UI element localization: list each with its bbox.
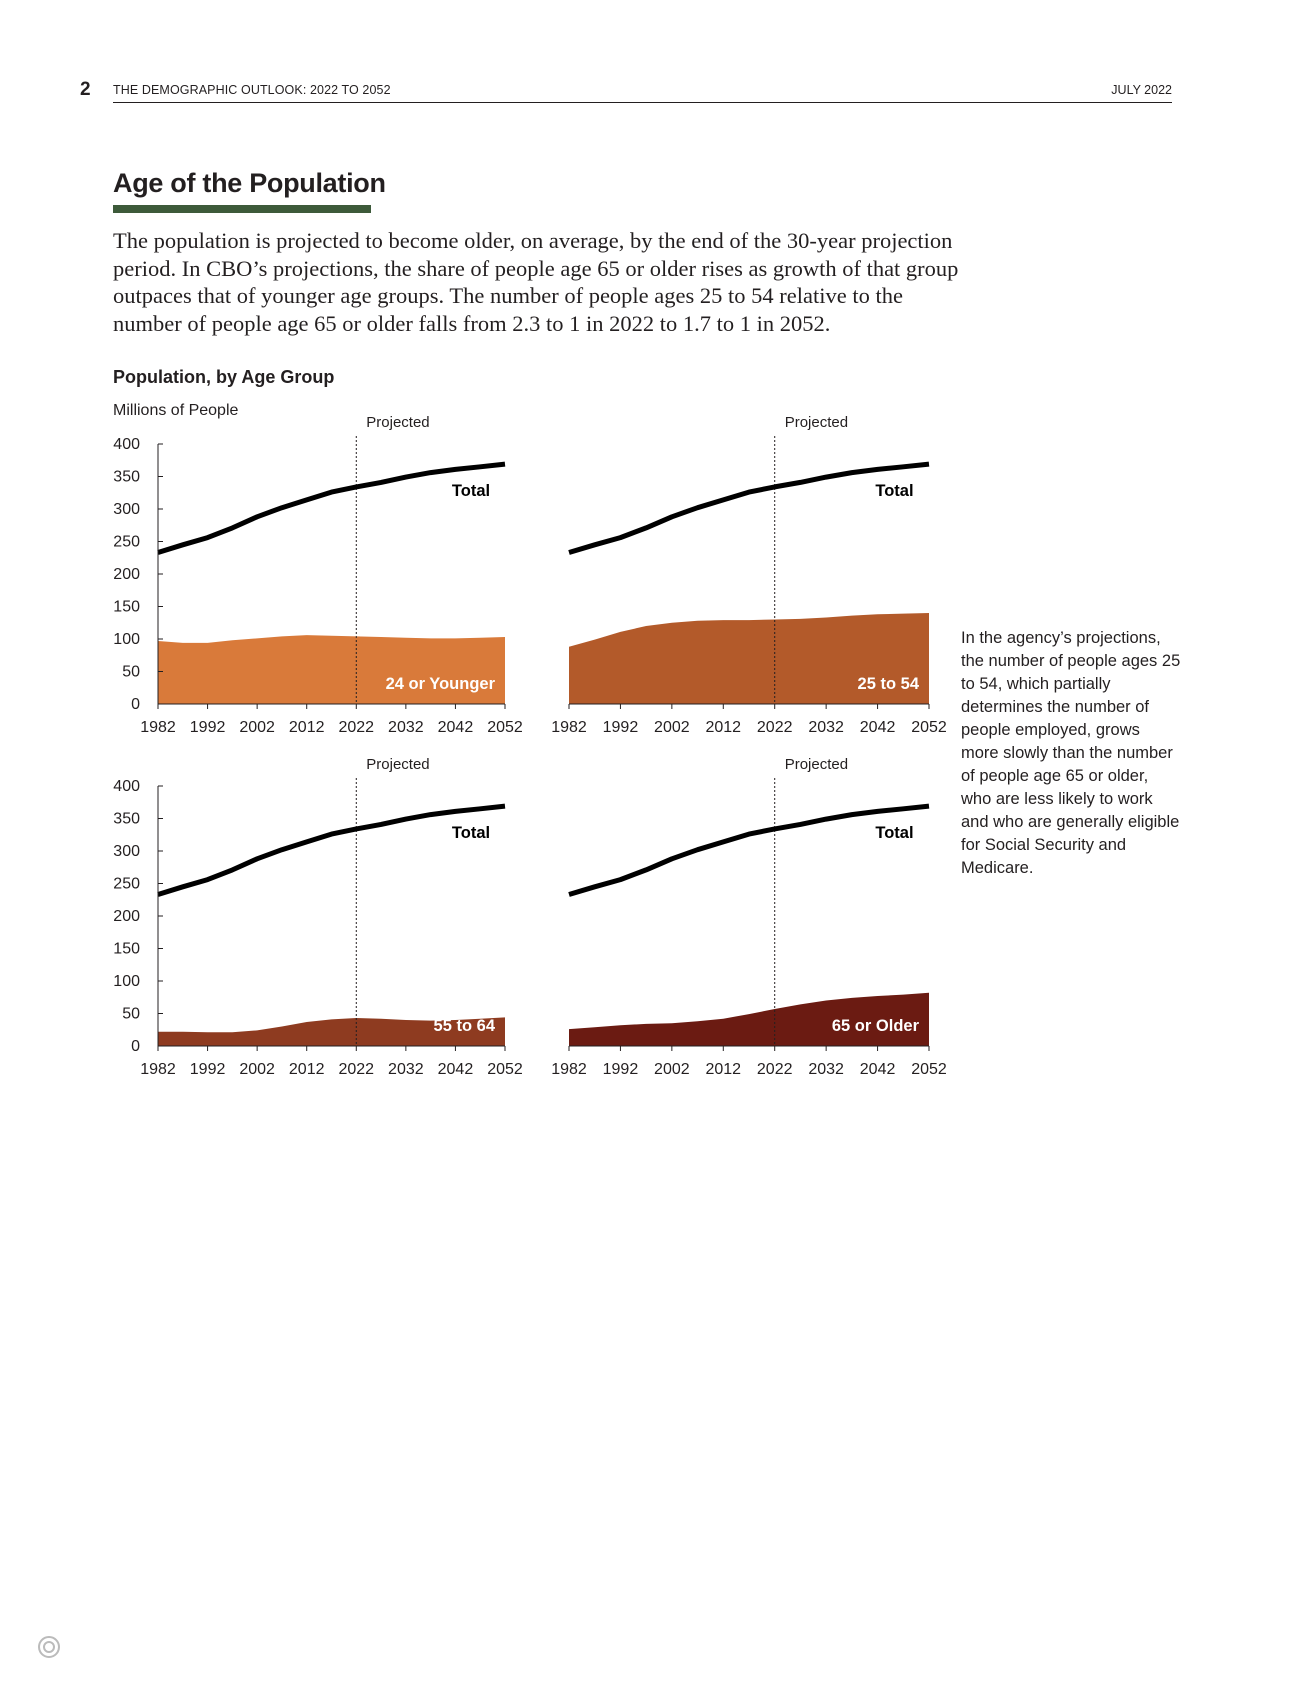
page-number: 2: [80, 79, 91, 100]
x-tick-label: 1982: [140, 1061, 176, 1078]
x-tick-label: 2022: [757, 719, 793, 736]
area-55-to-64: [158, 1017, 505, 1046]
y-tick-label: 300: [113, 501, 140, 518]
x-tick-label: 2012: [289, 1061, 325, 1078]
area-label: 24 or Younger: [386, 675, 496, 693]
x-tick-label: 2032: [388, 719, 424, 736]
total-label: Total: [875, 824, 913, 842]
y-tick-label: 0: [131, 1038, 140, 1055]
x-tick-label: 1982: [140, 719, 176, 736]
area-label: 55 to 64: [434, 1017, 496, 1035]
x-tick-label: 1992: [603, 719, 639, 736]
x-tick-label: 2042: [860, 1061, 896, 1078]
document-date: JULY 2022: [1111, 83, 1172, 97]
y-tick-label: 300: [113, 843, 140, 860]
y-tick-label: 350: [113, 469, 140, 486]
x-tick-label: 2052: [911, 719, 947, 736]
figure-note: In the agency’s projections, the number …: [961, 629, 1181, 877]
y-tick-label: 250: [113, 534, 140, 551]
x-tick-label: 2002: [239, 1061, 275, 1078]
document-title: THE DEMOGRAPHIC OUTLOOK: 2022 TO 2052: [113, 83, 391, 97]
area-label: 65 or Older: [832, 1017, 920, 1035]
x-tick-label: 2022: [338, 719, 374, 736]
projected-label: Projected: [366, 756, 429, 773]
area-label: 25 to 54: [858, 675, 920, 693]
area-65-or-older: [569, 992, 929, 1046]
x-tick-label: 1982: [551, 719, 587, 736]
figure-units: Millions of People: [113, 402, 239, 419]
x-tick-label: 2042: [860, 719, 896, 736]
y-tick-label: 400: [113, 778, 140, 795]
x-tick-label: 2032: [388, 1061, 424, 1078]
projected-label: Projected: [366, 414, 429, 431]
section-title-underline: [113, 205, 371, 213]
total-line: [157, 461, 506, 555]
total-label: Total: [875, 482, 913, 500]
y-tick-label: 400: [113, 436, 140, 453]
y-tick-label: 50: [122, 664, 140, 681]
y-tick-label: 250: [113, 876, 140, 893]
intro-paragraph: The population is projected to become ol…: [113, 228, 959, 336]
total-line: [568, 461, 930, 555]
y-tick-label: 100: [113, 973, 140, 990]
total-line: [568, 803, 930, 897]
projected-label: Projected: [785, 414, 848, 431]
projected-label: Projected: [785, 756, 848, 773]
figure-title: Population, by Age Group: [113, 367, 335, 387]
x-tick-label: 2042: [438, 719, 474, 736]
x-tick-label: 2052: [487, 1061, 523, 1078]
cbo-logo-icon: [38, 1636, 60, 1658]
x-tick-label: 2022: [757, 1061, 793, 1078]
y-tick-label: 100: [113, 631, 140, 648]
total-line: [157, 803, 506, 897]
x-tick-label: 1992: [603, 1061, 639, 1078]
area-25-to-54: [569, 613, 929, 704]
x-tick-label: 2012: [705, 1061, 741, 1078]
y-tick-label: 200: [113, 908, 140, 925]
total-label: Total: [452, 824, 490, 842]
x-tick-label: 1982: [551, 1061, 587, 1078]
x-tick-label: 1992: [190, 1061, 226, 1078]
y-tick-label: 0: [131, 696, 140, 713]
y-tick-label: 150: [113, 599, 140, 616]
x-tick-label: 2052: [487, 719, 523, 736]
y-tick-label: 50: [122, 1006, 140, 1023]
x-tick-label: 2032: [808, 1061, 844, 1078]
total-label: Total: [452, 482, 490, 500]
x-tick-label: 2012: [289, 719, 325, 736]
x-tick-label: 2052: [911, 1061, 947, 1078]
x-tick-label: 2012: [705, 719, 741, 736]
x-tick-label: 2002: [654, 719, 690, 736]
y-tick-label: 200: [113, 566, 140, 583]
area-24-or-younger: [158, 635, 505, 704]
x-tick-label: 2032: [808, 719, 844, 736]
y-tick-label: 150: [113, 941, 140, 958]
x-tick-label: 2042: [438, 1061, 474, 1078]
x-tick-label: 1992: [190, 719, 226, 736]
x-tick-label: 2002: [654, 1061, 690, 1078]
header-rule: [113, 102, 1172, 103]
y-tick-label: 350: [113, 811, 140, 828]
x-tick-label: 2022: [338, 1061, 374, 1078]
section-title: Age of the Population: [113, 168, 386, 198]
x-tick-label: 2002: [239, 719, 275, 736]
